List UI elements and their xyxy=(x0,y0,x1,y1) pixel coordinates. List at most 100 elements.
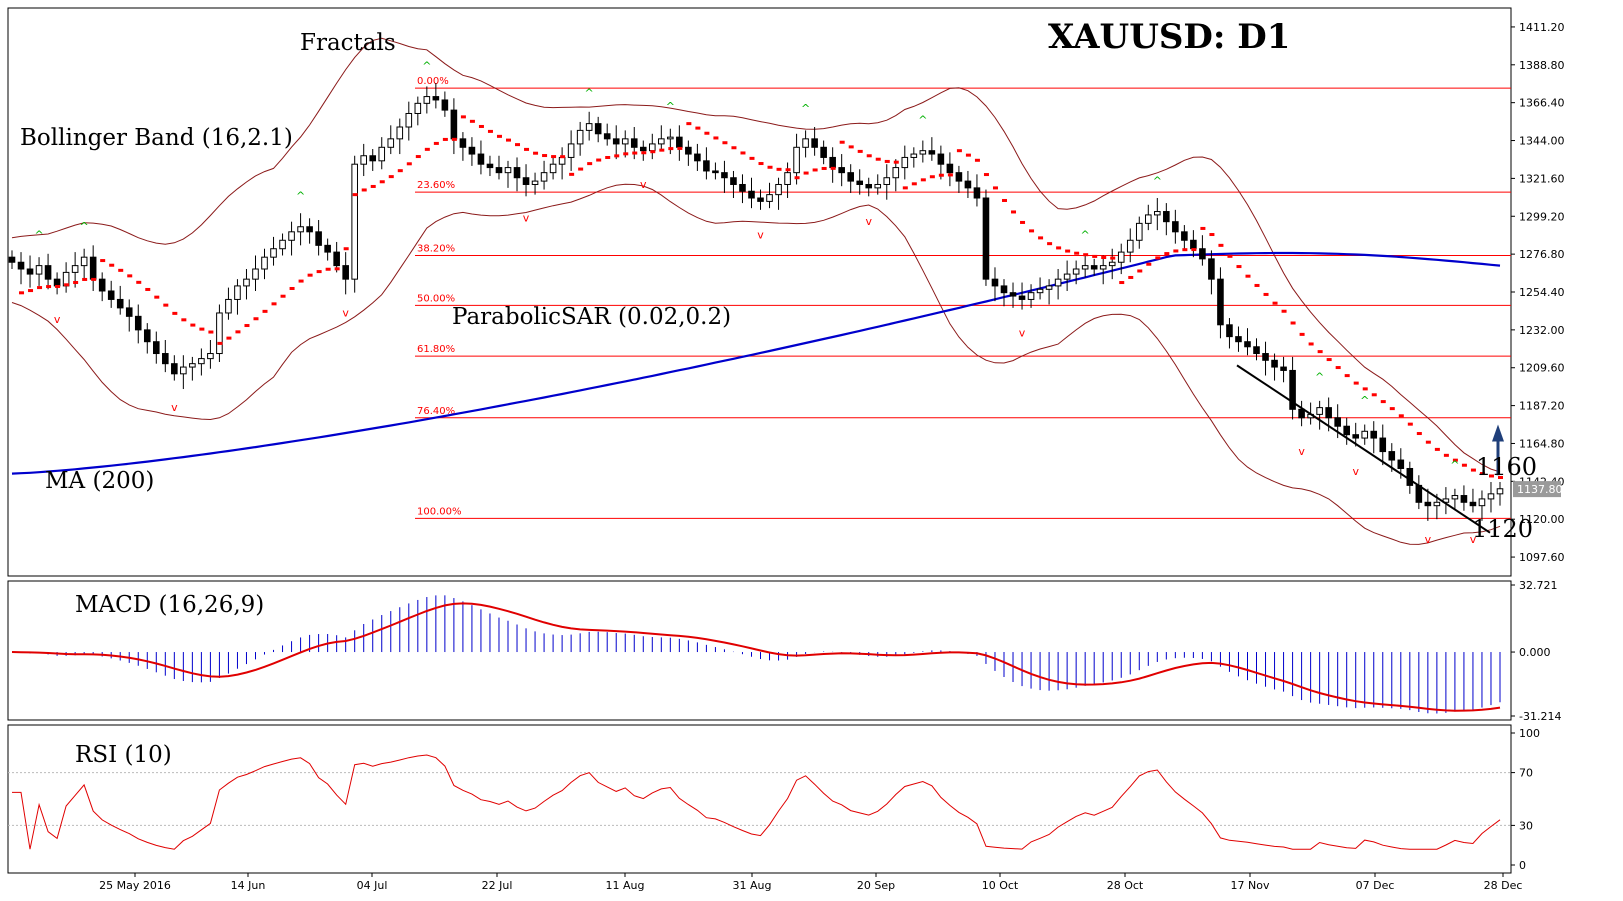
sar-dot xyxy=(740,151,746,155)
candle-body xyxy=(71,265,79,273)
sar-dot xyxy=(1416,432,1422,436)
sar-dot xyxy=(884,159,890,163)
fractal-up-icon: ^ xyxy=(34,229,43,242)
candle-body xyxy=(531,180,539,185)
sar-dot xyxy=(1281,309,1287,313)
sar-dot xyxy=(1389,407,1395,411)
sar-dot xyxy=(343,247,349,251)
sar-dot xyxy=(1407,422,1413,426)
rsi-y-tick-label: 0 xyxy=(1519,859,1526,872)
sar-dot xyxy=(596,158,602,162)
candle-body xyxy=(703,160,710,172)
sar-dot xyxy=(487,129,493,133)
sar-dot xyxy=(1254,283,1260,287)
candle-body xyxy=(342,265,349,280)
candle-body xyxy=(901,156,909,169)
fractal-up-icon: ^ xyxy=(801,102,810,115)
candle-body xyxy=(630,138,638,148)
sar-dot xyxy=(1128,275,1134,279)
x-tick-label: 17 Nov xyxy=(1231,879,1270,892)
candle-body xyxy=(143,329,151,343)
sar-dot xyxy=(244,324,250,328)
candle-body xyxy=(1235,336,1242,343)
sar-dot xyxy=(1011,210,1017,214)
x-tick-label: 28 Oct xyxy=(1107,879,1144,892)
candle-body xyxy=(667,136,674,140)
sar-dot xyxy=(1137,269,1143,273)
sar-dot xyxy=(1110,256,1116,260)
candle-body xyxy=(252,268,259,280)
sar-dot xyxy=(1002,198,1007,202)
candle-body xyxy=(1253,346,1260,355)
candle-body xyxy=(1262,353,1269,361)
sar-dot xyxy=(109,263,115,267)
candle-body xyxy=(1379,437,1387,453)
sar-dot xyxy=(145,287,151,291)
candle-body xyxy=(1135,222,1143,241)
candle-body xyxy=(1217,278,1224,326)
sar-dot xyxy=(1029,229,1035,233)
fractal-up-icon: ^ xyxy=(80,220,89,233)
candle-body xyxy=(450,109,458,140)
sar-dot xyxy=(632,151,638,155)
candle-body xyxy=(225,298,232,314)
candle-body xyxy=(549,163,557,174)
sar-dot xyxy=(1236,265,1242,269)
fibonacci-level-label: 100.00% xyxy=(417,506,462,517)
sar-dot xyxy=(1200,226,1206,230)
sar-dot xyxy=(722,141,728,145)
x-tick-label: 31 Aug xyxy=(733,879,772,892)
macd-y-tick-label: -31.214 xyxy=(1519,710,1561,723)
candle-body xyxy=(928,150,936,155)
candle-body xyxy=(567,143,575,158)
candle-body xyxy=(468,146,476,155)
sar-dot xyxy=(1083,253,1089,257)
candle-body xyxy=(1208,258,1215,280)
x-tick-label: 04 Jul xyxy=(357,879,388,892)
candle-body xyxy=(910,153,918,158)
sar-dot xyxy=(1488,474,1494,478)
macd-y-tick-label: 32.721 xyxy=(1519,579,1558,592)
fractal-up-icon: ^ xyxy=(422,60,431,73)
candle-body xyxy=(180,366,187,375)
rsi-y-tick-label: 30 xyxy=(1519,819,1533,832)
chart-title: XAUUSD: D1 xyxy=(1048,17,1290,57)
sar-dot xyxy=(1380,400,1386,404)
sar-dot xyxy=(947,173,953,177)
sar-dot xyxy=(1209,233,1215,237)
candle-body xyxy=(1027,292,1035,300)
sar-dot xyxy=(677,146,683,150)
sar-dot xyxy=(1056,246,1062,250)
fractal-up-icon: ^ xyxy=(585,87,594,100)
macd-label: MACD (16,26,9) xyxy=(75,592,264,618)
sar-dot xyxy=(713,136,719,140)
x-tick-label: 20 Sep xyxy=(857,879,895,892)
candle-body xyxy=(315,231,322,246)
sar-dot xyxy=(46,285,52,289)
sar-dot xyxy=(902,186,908,190)
sar-dot xyxy=(100,259,106,263)
price-y-tick-label: 1276.80 xyxy=(1519,248,1565,261)
sar-dot xyxy=(271,302,277,306)
sar-dot xyxy=(650,150,656,154)
sar-dot xyxy=(235,330,241,334)
candle-body xyxy=(1172,221,1179,233)
candle-body xyxy=(1370,430,1378,439)
candle-body xyxy=(576,129,584,145)
candle-body xyxy=(396,126,404,140)
candle-body xyxy=(1343,425,1350,436)
sar-dot xyxy=(830,166,836,170)
fractal-down-icon: v xyxy=(523,212,530,225)
candle-body xyxy=(757,197,764,202)
sar-dot xyxy=(415,155,421,159)
sar-dot xyxy=(920,178,926,182)
candle-body xyxy=(973,187,981,199)
fractal-down-icon: v xyxy=(171,401,178,414)
sar-dot xyxy=(334,267,340,271)
candle-body xyxy=(414,102,422,114)
sar-dot xyxy=(1227,254,1233,258)
sar-dot xyxy=(1020,220,1026,224)
candle-body xyxy=(360,155,368,165)
